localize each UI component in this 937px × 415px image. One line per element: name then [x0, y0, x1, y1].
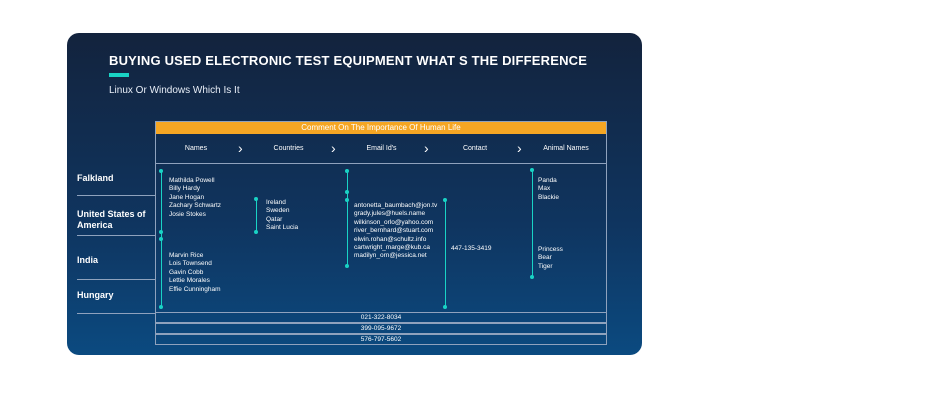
- header-animal-names: Animal Names: [543, 145, 589, 152]
- emails-list: antonetta_baumbach@jon.tv grady.jules@hu…: [354, 202, 437, 261]
- page-title: BUYING USED ELECTRONIC TEST EQUIPMENT WH…: [109, 53, 588, 68]
- row-label-falkland: Falkland: [77, 173, 114, 183]
- timeline-line: [445, 200, 446, 307]
- list-item: Sweden: [266, 207, 290, 215]
- list-item: Max: [538, 185, 551, 193]
- list-item: Lettie Morales: [169, 277, 210, 285]
- timeline-line: [347, 170, 348, 266]
- list-item: Princess: [538, 246, 563, 253]
- chevron-right-icon: ›: [331, 140, 336, 156]
- row-label-india: India: [77, 255, 99, 265]
- list-item: Panda: [538, 177, 557, 184]
- names-list-2: Marvin Rice Lois Townsend Gavin Cobb Let…: [169, 252, 221, 294]
- data-table: Comment On The Importance Of Human Life …: [155, 121, 607, 345]
- table-header-row: Names › Countries › Email Id's › Contact…: [156, 134, 606, 164]
- chevron-right-icon: ›: [517, 140, 522, 156]
- header-emails: Email Id's: [366, 145, 397, 152]
- list-item: Ireland: [266, 199, 286, 206]
- list-item: Blackie: [538, 193, 559, 201]
- timeline-dot: [254, 230, 258, 234]
- timeline-dot: [443, 305, 447, 309]
- timeline-dot: [345, 264, 349, 268]
- names-list-1: Mathilda Powell Billy Hardy Jane Hogan Z…: [169, 177, 221, 219]
- row-label-usa: United States of America: [77, 209, 146, 230]
- timeline-dot: [159, 237, 163, 241]
- list-item: wilkinson_orlo@yahoo.com: [354, 218, 434, 226]
- list-item: Bear: [538, 254, 552, 262]
- footer-phone-row: 399-095-9672: [155, 323, 607, 334]
- page-subtitle: Linux Or Windows Which Is It: [109, 85, 240, 96]
- timeline-dot: [345, 198, 349, 202]
- timeline-dot: [443, 198, 447, 202]
- row-label-hungary: Hungary: [77, 290, 114, 300]
- list-item: cartwright_marge@kub.ca: [354, 244, 430, 252]
- footer-phone-row: 576-797-5602: [155, 334, 607, 345]
- footer-phone-row: 021-322-8034: [155, 312, 607, 323]
- list-item: Tiger: [538, 262, 553, 270]
- row-divider: [77, 235, 155, 236]
- timeline-dot: [159, 169, 163, 173]
- title-accent-bar: [109, 73, 129, 77]
- animals-list-1: Panda Max Blackie: [538, 177, 559, 202]
- countries-list: Ireland Sweden Qatar Saint Lucia: [266, 199, 298, 233]
- list-item: Effie Cunningham: [169, 285, 221, 293]
- chevron-right-icon: ›: [238, 140, 243, 156]
- list-item: Lois Townsend: [169, 260, 212, 268]
- list-item: elwin.rohan@schultz.info: [354, 235, 427, 243]
- list-item: Saint Lucia: [266, 224, 299, 232]
- list-item: Gavin Cobb: [169, 268, 204, 276]
- list-item: Marvin Rice: [169, 252, 204, 259]
- list-item: Jane Hogan: [169, 193, 205, 201]
- list-item: madilyn_orn@jessica.net: [354, 252, 427, 260]
- row-divider: [77, 279, 155, 280]
- list-item: Billy Hardy: [169, 185, 201, 193]
- header-contact: Contact: [462, 145, 488, 152]
- infographic-card: BUYING USED ELECTRONIC TEST EQUIPMENT WH…: [67, 33, 642, 355]
- list-item: Zachary Schwartz: [169, 202, 222, 210]
- list-item: grady.jules@huels.name: [354, 210, 426, 218]
- row-divider: [77, 313, 155, 314]
- timeline-dot: [530, 275, 534, 279]
- timeline-line: [532, 170, 533, 277]
- list-item: Qatar: [266, 215, 283, 223]
- header-names: Names: [184, 145, 208, 152]
- row-divider: [77, 195, 155, 196]
- contact-value: 447-135-3419: [451, 245, 492, 252]
- timeline-dot: [345, 190, 349, 194]
- timeline-dot: [530, 168, 534, 172]
- header-countries: Countries: [273, 145, 304, 152]
- table-banner: Comment On The Importance Of Human Life: [156, 122, 606, 134]
- list-item: river_bernhard@stuart.com: [354, 227, 434, 235]
- timeline-dot: [254, 197, 258, 201]
- timeline-dot: [345, 169, 349, 173]
- list-item: Josie Stokes: [169, 210, 206, 218]
- list-item: antonetta_baumbach@jon.tv: [354, 202, 438, 209]
- timeline-line: [256, 198, 257, 232]
- list-item: Mathilda Powell: [169, 177, 215, 184]
- timeline-dot: [159, 230, 163, 234]
- chevron-right-icon: ›: [424, 140, 429, 156]
- animals-list-2: Princess Bear Tiger: [538, 246, 563, 271]
- timeline-dot: [159, 305, 163, 309]
